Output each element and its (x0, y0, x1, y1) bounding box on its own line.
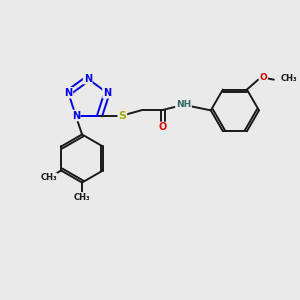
Text: N: N (64, 88, 72, 98)
Text: N: N (103, 88, 111, 98)
Text: NH: NH (176, 100, 191, 109)
Text: O: O (260, 73, 267, 82)
Text: CH₃: CH₃ (74, 193, 90, 202)
Text: CH₃: CH₃ (280, 74, 297, 83)
Text: O: O (159, 122, 167, 132)
Text: N: N (84, 74, 92, 84)
Text: CH₃: CH₃ (40, 173, 57, 182)
Text: S: S (118, 110, 126, 121)
Text: N: N (72, 110, 80, 121)
